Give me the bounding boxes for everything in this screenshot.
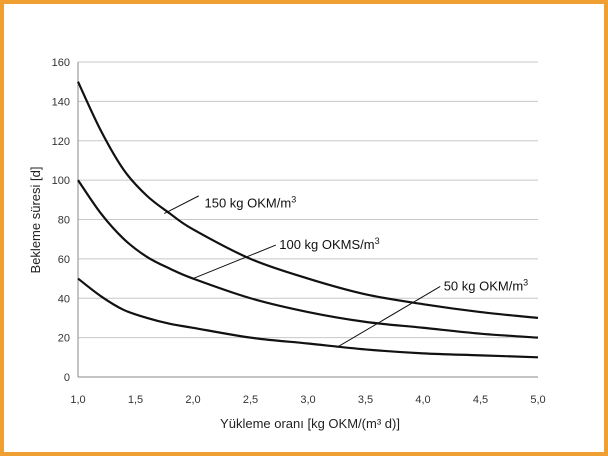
y-tick-label: 100	[52, 175, 70, 187]
x-tick-label: 2,0	[185, 394, 200, 406]
annotation-superscript: 3	[523, 277, 528, 287]
annotation-label-3: 50 kg OKM/m3	[444, 277, 528, 293]
x-tick-label: 1,5	[128, 394, 143, 406]
x-tick-label: 4,5	[473, 394, 488, 406]
annotation-superscript: 3	[291, 195, 296, 205]
series-layer	[77, 81, 539, 359]
x-tick-label: 5,0	[530, 394, 545, 406]
y-tick-label: 40	[58, 293, 70, 305]
y-tick-label: 120	[52, 136, 70, 148]
x-tick-label: 1,0	[70, 394, 85, 406]
grid-layer	[77, 61, 538, 378]
annotation-main-text: 150 kg OKM/m	[205, 196, 292, 211]
x-tick-label: 4,0	[415, 394, 430, 406]
x-tick-labels: 1,0 1,5 2,0 2,5 3,0 3,5 4,0 4,5 5,0	[70, 394, 545, 406]
annotation-superscript: 3	[375, 236, 380, 246]
annotation-label-1: 150 kg OKM/m3	[205, 195, 297, 211]
series-line-3	[77, 277, 539, 359]
y-tick-label: 0	[64, 372, 70, 384]
series-line-2	[77, 179, 539, 339]
y-axis-title: Bekleme süresi [d]	[28, 167, 43, 274]
annotation-label-2: 100 kg OKMS/m3	[279, 236, 379, 252]
y-tick-label: 60	[58, 254, 70, 266]
y-tick-label: 160	[52, 57, 70, 69]
y-tick-label: 140	[52, 96, 70, 108]
annotation-main-text: 100 kg OKMS/m	[279, 237, 374, 252]
x-tick-label: 3,5	[358, 394, 373, 406]
y-tick-label: 20	[58, 333, 70, 345]
series-line-1	[77, 81, 539, 320]
annotation-main-text: 50 kg OKM/m	[444, 278, 523, 293]
x-tick-label: 3,0	[300, 394, 315, 406]
x-tick-label: 2,5	[243, 394, 258, 406]
annotation-leader-line	[192, 244, 276, 280]
annotation-leader-line	[336, 286, 441, 348]
annotation-leader-line	[164, 195, 199, 215]
y-tick-label: 80	[58, 215, 70, 227]
y-tick-labels: 0 20 40 60 80 100 120 140 160	[52, 57, 70, 384]
x-axis-title: Yükleme oranı [kg OKM/(m³ d)]	[220, 416, 400, 431]
